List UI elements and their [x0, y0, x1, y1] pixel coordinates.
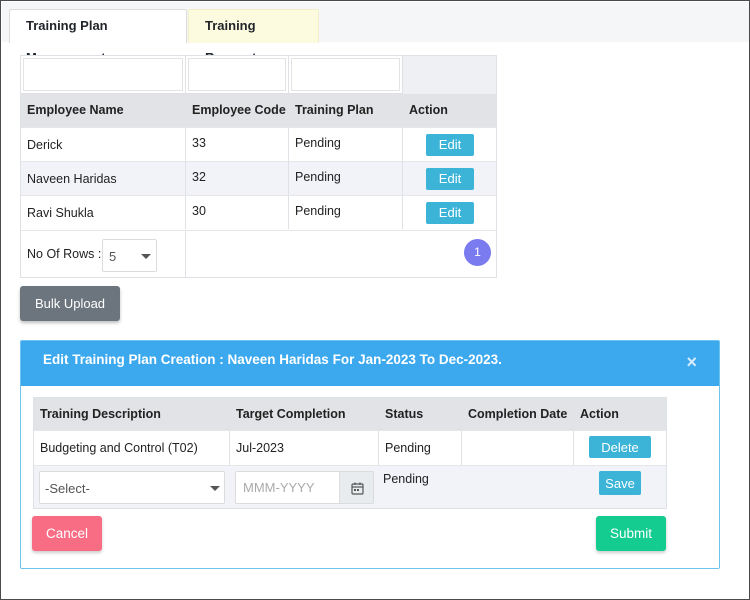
close-icon[interactable]: ×: [686, 352, 697, 372]
column-divider: [288, 196, 289, 229]
employee-code: 30: [192, 204, 206, 218]
column-header-action: Action: [409, 103, 448, 117]
submit-button[interactable]: Submit: [596, 516, 666, 551]
column-header-training-plan[interactable]: Training Plan: [295, 103, 374, 117]
column-divider: [402, 162, 403, 195]
column-divider: [402, 196, 403, 229]
training-plan-status: Pending: [295, 204, 341, 218]
target-completion: Jul-2023: [236, 441, 284, 455]
filter-input-name[interactable]: [23, 58, 183, 91]
chevron-down-icon: [141, 254, 151, 259]
edit-button[interactable]: Edit: [426, 134, 474, 156]
table-header: Training Description Target Completion S…: [34, 398, 666, 430]
rows-per-page-label: No Of Rows :: [27, 247, 102, 261]
bulk-upload-button[interactable]: Bulk Upload: [20, 286, 120, 321]
column-divider: [461, 431, 462, 465]
employee-name: Naveen Haridas: [27, 172, 117, 186]
column-divider: [402, 128, 403, 161]
edit-button[interactable]: Edit: [426, 168, 474, 190]
panel-header: Edit Training Plan Creation : Naveen Har…: [21, 341, 719, 386]
table-row: Naveen Haridas 32 Pending Edit: [21, 161, 496, 195]
table-row: Derick 33 Pending Edit: [21, 127, 496, 161]
table-header: Employee Name Employee Code Training Pla…: [21, 94, 496, 127]
employee-name: Derick: [27, 138, 63, 152]
employee-code: 32: [192, 170, 206, 184]
employee-name: Ravi Shukla: [27, 206, 94, 220]
column-header-status: Status: [385, 407, 424, 421]
column-divider: [185, 128, 186, 161]
filter-input-plan[interactable]: [291, 58, 400, 91]
employee-code: 33: [192, 136, 206, 150]
filter-cell-name: [21, 56, 186, 94]
column-divider: [288, 162, 289, 195]
column-header-employee-name[interactable]: Employee Name: [27, 103, 124, 117]
training-select[interactable]: -Select-: [39, 471, 225, 504]
column-divider: [185, 231, 186, 277]
training-plan-status: Pending: [295, 170, 341, 184]
column-divider: [573, 431, 574, 465]
filter-cell-action: [403, 56, 496, 94]
calendar-icon: [351, 482, 364, 495]
tab-training-requests[interactable]: Training Requests: [188, 9, 319, 65]
training-description: Budgeting and Control (T02): [40, 441, 198, 455]
column-header-target-completion: Target Completion: [236, 407, 346, 421]
edit-button[interactable]: Edit: [426, 202, 474, 224]
tab-bar: Training Plan Management Training Reques…: [2, 2, 749, 65]
pagination-page-1[interactable]: 1: [464, 239, 491, 266]
training-select-value: -Select-: [45, 481, 90, 496]
new-training-row: -Select- Pending Save: [34, 465, 666, 508]
completion-date: [462, 431, 574, 465]
column-divider: [185, 162, 186, 195]
rows-per-page-select[interactable]: 5: [102, 239, 157, 272]
rows-per-page-value: 5: [109, 249, 117, 264]
column-divider: [288, 128, 289, 161]
status-text: Pending: [385, 441, 431, 455]
save-button[interactable]: Save: [599, 471, 641, 495]
table-footer: No Of Rows : 5 1: [21, 230, 496, 277]
table-row: Ravi Shukla 30 Pending Edit: [21, 195, 496, 229]
cancel-button[interactable]: Cancel: [32, 516, 102, 551]
target-completion-input[interactable]: [235, 471, 339, 504]
panel-title: Edit Training Plan Creation : Naveen Har…: [43, 352, 502, 367]
filter-cell-code: [186, 56, 289, 94]
column-divider: [378, 431, 379, 465]
filter-cell-plan: [289, 56, 403, 94]
training-plan-table: Training Description Target Completion S…: [33, 397, 667, 509]
filter-input-code[interactable]: [188, 58, 286, 91]
column-header-employee-code[interactable]: Employee Code: [192, 103, 286, 117]
training-plan-status: Pending: [295, 136, 341, 150]
calendar-button[interactable]: [339, 471, 374, 504]
column-divider: [229, 431, 230, 465]
edit-training-plan-panel: Edit Training Plan Creation : Naveen Har…: [20, 340, 720, 569]
tab-training-plan-management[interactable]: Training Plan Management: [9, 9, 187, 65]
delete-button[interactable]: Delete: [589, 436, 651, 458]
table-row: Budgeting and Control (T02) Jul-2023 Pen…: [34, 430, 666, 465]
column-header-action: Action: [580, 407, 619, 421]
status-text: Pending: [383, 472, 429, 486]
column-header-completion-date: Completion Date: [468, 407, 568, 421]
employee-table: Employee Name Employee Code Training Pla…: [20, 55, 497, 278]
column-header-training-description: Training Description: [40, 407, 161, 421]
chevron-down-icon: [210, 486, 220, 491]
column-divider: [185, 196, 186, 229]
